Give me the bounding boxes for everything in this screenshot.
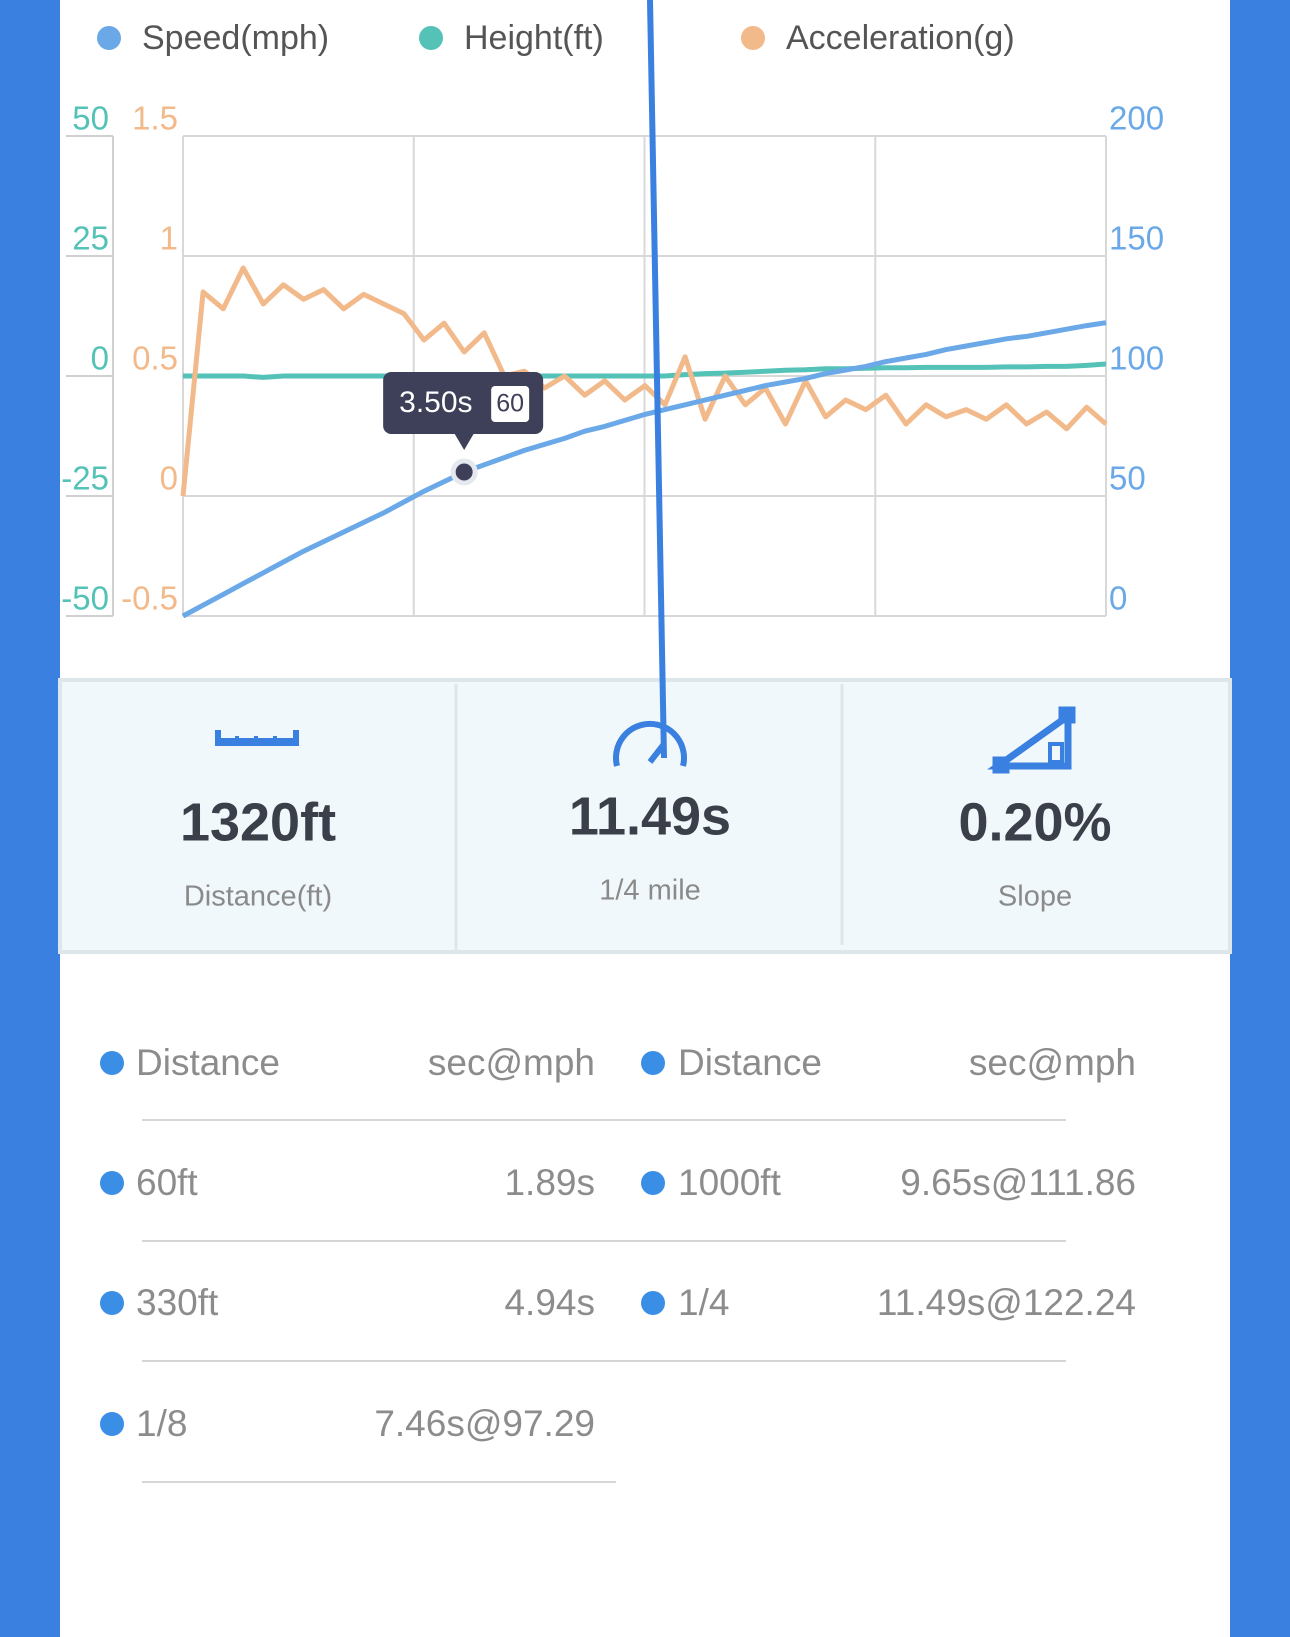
y2-tick-label: 50 (1109, 460, 1146, 497)
bullet (100, 1171, 124, 1195)
y-tick-label: -25 (61, 460, 109, 497)
cell: 1.89s (504, 1162, 595, 1203)
y3-tick-label: -0.5 (121, 580, 178, 617)
stat-value: 0.20% (958, 792, 1111, 852)
chart: Speed(mph) Height(ft) Acceleration(g)05010… (61, 19, 1164, 619)
speedometer-icon (613, 0, 687, 767)
legend-label: Speed(mph) (142, 19, 329, 57)
y3-tick-label: 0 (160, 460, 178, 497)
header-cell: Distance (678, 1042, 822, 1083)
legend-label: Height(ft) (464, 19, 604, 57)
series-line (183, 361, 1107, 380)
series-line (180, 265, 1108, 497)
y-tick-label: -50 (61, 580, 109, 617)
cell: 1000ft (678, 1162, 782, 1203)
bullet (641, 1291, 665, 1315)
y2-tick-label: 100 (1109, 340, 1164, 377)
cell: 7.46s@97.29 (374, 1403, 595, 1444)
y2-tick-label: 200 (1109, 100, 1164, 137)
legend-dot (741, 26, 765, 50)
bullet (641, 1171, 665, 1195)
tooltip-pointer (454, 433, 475, 450)
y3-tick-label: 1.5 (132, 100, 178, 137)
tooltip-marker (450, 458, 478, 486)
header-cell: sec@mph (969, 1042, 1136, 1083)
stat-value: 11.49s (569, 786, 731, 846)
y-tick-label: 0 (91, 340, 109, 377)
cell: 9.65s@111.86 (900, 1162, 1136, 1203)
legend-dot (419, 26, 443, 50)
stat-label: Slope (998, 881, 1072, 913)
stat-label: 1/4 mile (599, 875, 701, 907)
stat-value: 1320ft (180, 792, 336, 852)
cell: 60ft (136, 1162, 198, 1203)
cell: 1/4 (678, 1282, 729, 1323)
cell: 1/8 (136, 1403, 187, 1444)
bullet (641, 1051, 665, 1075)
bullet (100, 1051, 124, 1075)
stat-label: Distance(ft) (184, 881, 332, 913)
y3-tick-label: 0.5 (132, 340, 178, 377)
slope-icon (987, 706, 1076, 774)
y-tick-label: 50 (72, 100, 109, 137)
y2-tick-label: 0 (1109, 580, 1127, 617)
tooltip-label: 3.50s (399, 386, 472, 419)
legend-label: Acceleration(g) (786, 19, 1015, 57)
cell: 330ft (136, 1282, 219, 1323)
y2-tick-label: 150 (1109, 220, 1164, 257)
y-tick-label: 25 (72, 220, 109, 257)
header-cell: sec@mph (428, 1042, 595, 1083)
table: Distance sec@mph Distance sec@mph 60ft 1.89s 1… (100, 1042, 1136, 1483)
series-line (181, 320, 1107, 619)
legend-dot (97, 26, 121, 50)
ruler-icon (215, 730, 299, 746)
bullet (100, 1412, 124, 1436)
header-cell: Distance (136, 1042, 280, 1083)
bullet (100, 1291, 124, 1315)
cell: 11.49s@122.24 (877, 1282, 1136, 1323)
cell: 4.94s (504, 1282, 595, 1323)
tooltip-badge (491, 386, 530, 422)
tooltip-value: 60 (496, 390, 524, 418)
y3-tick-label: 1 (160, 220, 178, 257)
